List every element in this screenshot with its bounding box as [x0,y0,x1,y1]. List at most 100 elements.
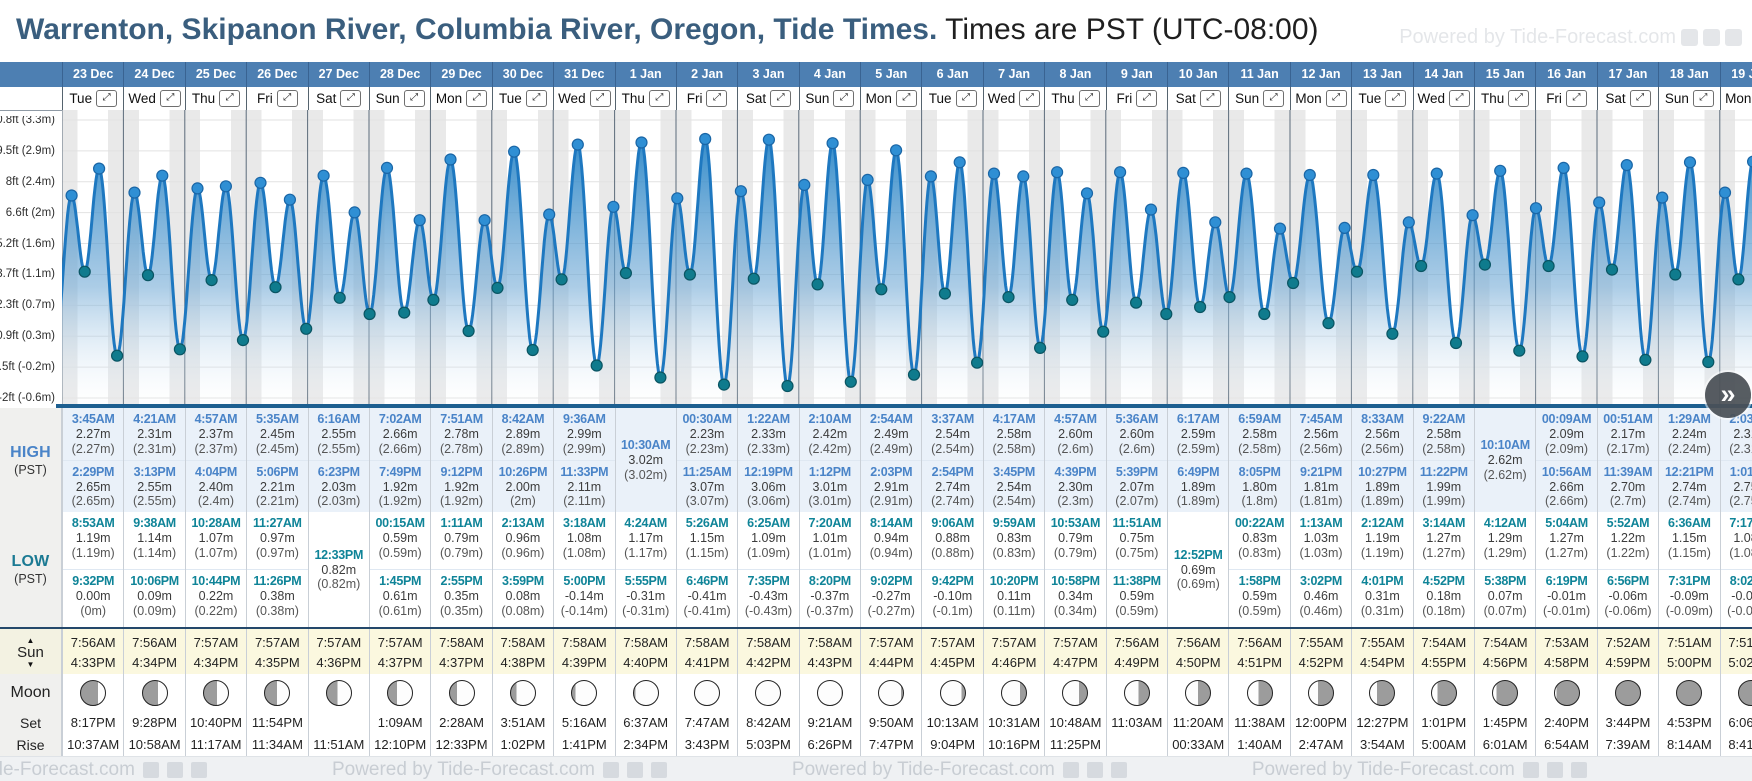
high-tide-entry: 6:59AM 2.58m (2.58m) [1238,412,1282,456]
expand-day-icon[interactable]: ⤢ [770,90,792,107]
low-tide-entry: 9:06AM 0.88m (0.88m) [931,516,975,560]
sunrise-time: 7:54AM [1421,635,1467,650]
expand-day-icon[interactable]: ⤢ [340,90,362,107]
watermark-text: Powered by Tide-Forecast.com [0,758,135,780]
sunrise-time: 7:58AM [746,635,791,650]
high-tide-entry: 4:17AM 2.58m (2.58m) [992,412,1036,456]
moon-phase-icon [1676,680,1703,706]
low-row-label: LOW (PST) [0,512,62,627]
expand-day-icon[interactable]: ⤢ [219,90,241,107]
low-tide-entry: 10:53AM 0.79m (0.79m) [1050,516,1101,560]
expand-day-icon[interactable]: ⤢ [833,90,855,107]
high-tide-cell: 4:57AM 2.60m (2.6m) 4:39PM 2.30m (2.3m) [1044,408,1106,512]
low-tide-entry: 11:51AM 0.75m (0.75m) [1112,516,1162,560]
expand-day-icon[interactable]: ⤢ [648,90,670,107]
watermark-item: Powered by Tide-Forecast.com [0,759,207,781]
day-date: 15 Jan [1473,62,1535,87]
day-weekday: Sat ⤢ [307,87,369,110]
expand-day-icon[interactable]: ⤢ [955,90,977,107]
moon-phase-cell [1044,674,1106,712]
moon-phase-cell [430,674,492,712]
expand-day-icon[interactable]: ⤢ [466,90,488,107]
low-tide-cell: 2:12AM 1.19m (1.19m) 4:01PM 0.31m (0.31m) [1351,512,1413,627]
low-tide-cell: 10:53AM 0.79m (0.79m) 10:58PM 0.34m (0.34m) [1044,512,1106,627]
high-tide-entry: 10:27PM 1.89m (1.89m) [1352,459,1413,513]
high-tide-entry: 2:03PM 2.91m (2.91m) [861,459,922,513]
high-tide-entry: 4:57AM 2.37m (2.37m) [194,412,238,456]
sun-times: 7:55AM 4:52PM [1289,629,1352,676]
day-weekday: Thu ⤢ [1044,87,1105,110]
low-tide-cell: 9:06AM 0.88m (0.88m) 9:42PM -0.10m (-0.1m) [921,512,983,627]
low-tide-entry: 5:00PM -0.14m (-0.14m) [554,569,615,627]
expand-day-icon[interactable]: ⤢ [403,90,425,107]
moon-phase-icon [1614,680,1641,706]
expand-day-icon[interactable]: ⤢ [1385,90,1407,107]
high-tide-entry: 9:21PM 1.81m (1.81m) [1290,459,1352,513]
sunset-time: 4:37PM [377,655,423,670]
moon-phase-cell [921,674,983,712]
expand-day-icon[interactable]: ⤢ [1136,90,1158,107]
high-tide-cell: 3:45AM 2.27m (2.27m) 2:29PM 2.65m (2.65m) [62,408,124,512]
expand-day-icon[interactable]: ⤢ [1565,90,1587,107]
expand-day-icon[interactable]: ⤢ [276,90,298,107]
high-tide-cell: 8:42AM 2.89m (2.89m) 10:26PM 2.00m (2m) [491,408,554,512]
next-page-button[interactable]: » [1705,372,1751,418]
moonset-time: 3:44PM [1596,712,1659,734]
moonset-time: 6:37AM [614,712,676,734]
watermark-icon [626,761,643,778]
timezone-note: Times are PST (UTC-08:00) [937,13,1319,46]
high-tide-entry: 1:22AM 2.33m (2.33m) [746,412,791,456]
day-date: 28 Dec [368,62,430,87]
moonrise-time: 1:40AM [1228,734,1290,756]
sunrise-time: 7:57AM [193,635,239,650]
watermark-icon [1110,761,1127,778]
moonrise-time: 12:10PM [368,734,431,756]
moonset-time: 1:45PM [1473,712,1536,734]
low-tide-cell: 10:28AM 1.07m (1.07m) 10:44PM 0.22m (0.22m) [184,512,247,627]
expand-day-icon[interactable]: ⤢ [159,90,181,107]
expand-day-icon[interactable]: ⤢ [1508,90,1530,107]
expand-day-icon[interactable]: ⤢ [1019,90,1041,107]
low-tide-entry: 10:20PM 0.11m (0.11m) [983,569,1045,627]
expand-day-icon[interactable]: ⤢ [1692,90,1714,107]
high-tide-cell: 7:51AM 2.78m (2.78m) 9:12PM 1.92m (1.92m) [430,408,492,512]
low-tide-cell: 3:14AM 1.27m (1.27m) 4:52PM 0.18m (0.18m) [1412,512,1474,627]
low-tide-entry: 5:04AM 1.27m (1.27m) [1545,516,1589,560]
day-weekday: Wed ⤢ [123,87,184,110]
expand-day-icon[interactable]: ⤢ [525,90,547,107]
expand-day-icon[interactable]: ⤢ [1199,90,1221,107]
expand-day-icon[interactable]: ⤢ [1449,90,1471,107]
expand-day-icon[interactable]: ⤢ [1263,90,1285,107]
sunrise-time: 7:58AM [500,635,546,650]
expand-day-icon[interactable]: ⤢ [589,90,611,107]
moonset-time: 9:50AM [860,712,922,734]
sunrise-time: 7:51AM [1666,635,1712,650]
low-tide-entry: 11:38PM 0.59m (0.59m) [1106,569,1168,627]
day-date: 25 Dec [184,62,246,87]
high-tide-cell: 10:10AM 2.62m (2.62m) [1473,408,1536,512]
weekday-label: Sat [316,91,337,106]
expand-day-icon[interactable]: ⤢ [895,90,917,107]
expand-day-icon[interactable]: ⤢ [1078,90,1100,107]
axis-tick-label: 6.6ft (2m) [5,206,55,219]
expand-day-icon[interactable]: ⤢ [96,90,118,107]
weekday-label: Sun [1664,91,1689,106]
day-date: 13 Jan [1351,62,1412,87]
weekday-label: Sat [745,91,767,106]
watermark-icon [142,761,159,778]
moonrise-time: 9:04PM [921,734,983,756]
expand-day-icon[interactable]: ⤢ [1325,90,1347,107]
high-tz-label: (PST) [14,462,47,477]
watermark-icon [1570,761,1587,778]
expand-day-icon[interactable]: ⤢ [1629,90,1651,107]
expand-day-icon[interactable]: ⤢ [706,90,728,107]
watermark-icon [1522,761,1539,778]
moonrise-time: 6:26PM [798,734,861,756]
sunrise-time: 7:56AM [132,635,177,650]
low-tide-entry: 10:44PM 0.22m (0.22m) [185,569,247,627]
high-tide-entry: 5:35AM 2.45m (2.45m) [255,412,299,456]
moon-phase-cell [675,674,738,712]
high-tide-entry: 6:16AM 2.55m (2.55m) [317,412,361,456]
